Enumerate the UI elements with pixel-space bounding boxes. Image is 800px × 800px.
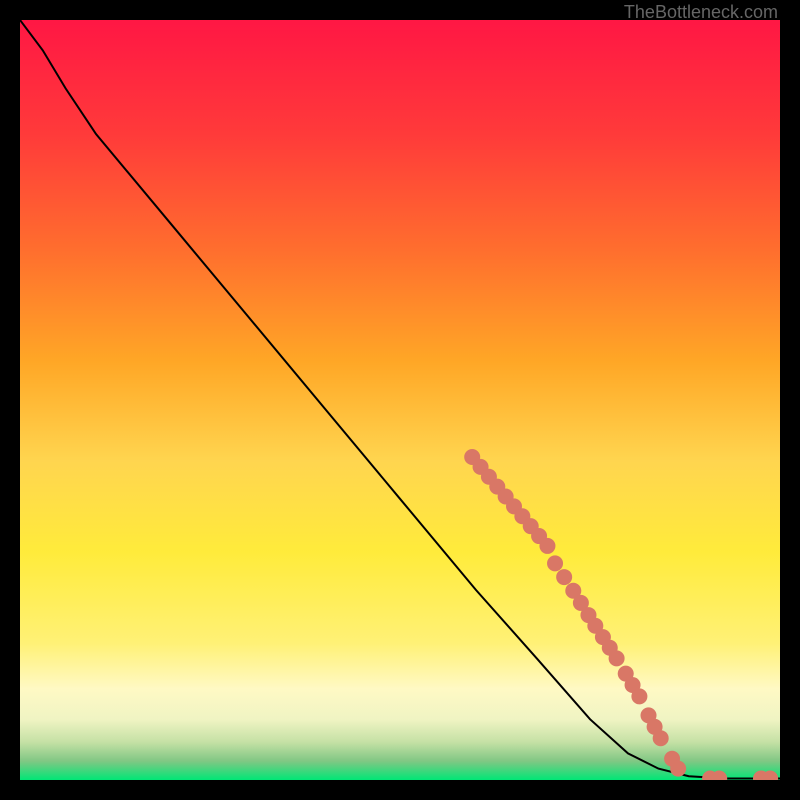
data-marker — [631, 688, 647, 704]
chart-plot-area — [20, 20, 780, 780]
chart-svg — [20, 20, 780, 780]
data-marker — [653, 730, 669, 746]
watermark-text: TheBottleneck.com — [624, 2, 778, 23]
data-marker — [539, 538, 555, 554]
data-marker — [670, 761, 686, 777]
data-marker — [547, 555, 563, 571]
data-marker — [609, 650, 625, 666]
chart-background — [20, 20, 780, 780]
data-marker — [556, 569, 572, 585]
